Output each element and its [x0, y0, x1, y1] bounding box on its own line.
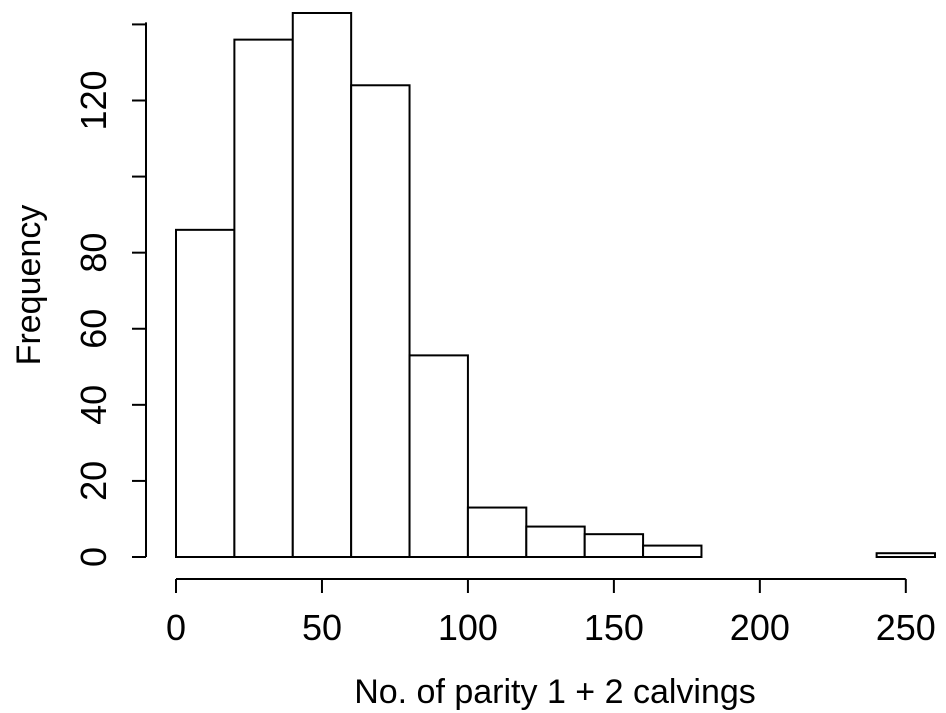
y-tick-label: 20: [73, 461, 114, 501]
y-tick-label: 80: [73, 233, 114, 273]
x-tick-label: 100: [438, 607, 498, 648]
histogram-bar: [291, 12, 353, 558]
histogram-bar: [233, 38, 294, 558]
y-tick-label: 40: [73, 385, 114, 425]
histogram-bar: [466, 506, 528, 558]
y-tick-label: 0: [73, 547, 114, 567]
histogram-bar: [408, 354, 469, 558]
histogram-bar: [350, 84, 411, 558]
y-axis-label: Frequency: [10, 205, 48, 366]
histogram-bar: [583, 533, 645, 558]
x-tick-label: 0: [166, 607, 186, 648]
x-tick-label: 150: [584, 607, 644, 648]
histogram-bars: [175, 12, 936, 558]
histogram-bar: [642, 544, 703, 558]
x-tick-label: 50: [302, 607, 342, 648]
histogram-bar: [525, 525, 586, 558]
x-tick-label: 250: [876, 607, 936, 648]
x-axis-label: No. of parity 1 + 2 calvings: [354, 673, 756, 711]
x-axis: 0 50 100 150 200 250: [166, 578, 936, 648]
y-tick-label: 120: [73, 70, 114, 130]
histogram-bar: [875, 552, 936, 558]
y-axis: 0 20 40 60 80 120: [73, 22, 147, 567]
histogram-bar: [175, 228, 236, 558]
x-tick-label: 200: [730, 607, 790, 648]
y-tick-label: 60: [73, 309, 114, 349]
